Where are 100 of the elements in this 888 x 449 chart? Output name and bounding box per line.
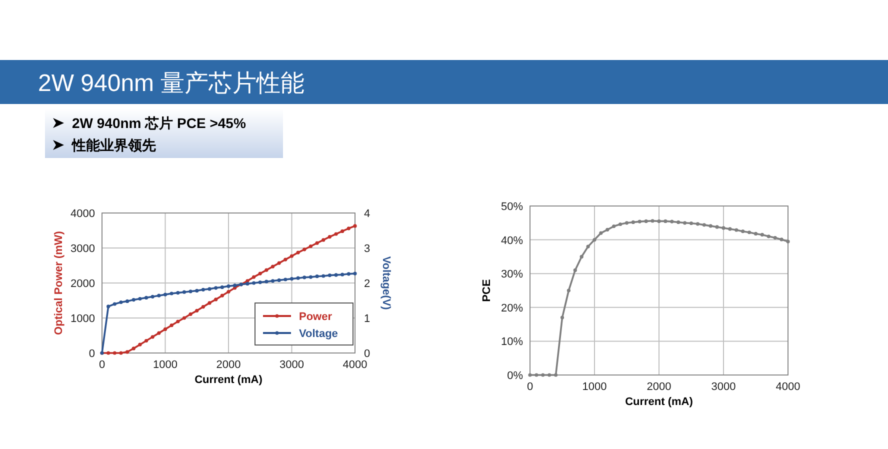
point [657, 219, 661, 224]
point [696, 222, 700, 226]
point [284, 258, 288, 262]
point [252, 281, 256, 285]
point [754, 232, 758, 236]
point [302, 248, 306, 252]
point [195, 288, 199, 292]
point [119, 351, 123, 355]
point [650, 219, 654, 223]
point [599, 231, 603, 235]
x-tick-label: 3000 [711, 381, 736, 393]
y-tick-label: 20% [500, 302, 524, 314]
point [728, 227, 732, 231]
legend-label: Voltage [299, 328, 338, 340]
point [760, 232, 764, 237]
point [163, 292, 168, 296]
point [780, 238, 784, 242]
point [618, 222, 622, 226]
point [132, 298, 136, 302]
point [566, 288, 570, 292]
point [170, 324, 174, 328]
x-axis-title: Current (mA) [194, 374, 263, 386]
y2-tick-label: 4 [364, 208, 370, 220]
point [773, 236, 777, 240]
point [119, 300, 123, 304]
point [573, 268, 577, 272]
point [277, 278, 281, 282]
point [606, 228, 610, 232]
point [722, 226, 726, 230]
y-tick-label: 3000 [70, 243, 95, 255]
point [252, 275, 256, 279]
point [689, 221, 694, 226]
x-tick-label: 2000 [216, 359, 241, 371]
point [208, 287, 212, 291]
point [296, 250, 300, 254]
y-axis-title: PCE [481, 279, 493, 302]
point [676, 220, 680, 224]
y-tick-label: 0% [507, 370, 524, 382]
point [112, 351, 116, 355]
point [308, 275, 313, 279]
point [182, 290, 186, 294]
text: 2W 940nm 量产芯片性能 [38, 70, 305, 97]
point [126, 299, 130, 303]
point [766, 234, 770, 238]
point [176, 291, 180, 295]
point [592, 238, 596, 242]
point [548, 373, 552, 377]
point [554, 373, 558, 377]
point [126, 350, 130, 354]
point [138, 342, 142, 346]
point [106, 304, 110, 308]
point [258, 272, 262, 276]
point [528, 373, 532, 377]
point [541, 373, 545, 377]
point [586, 244, 590, 248]
point [144, 296, 148, 300]
point [340, 272, 344, 276]
x-tick-label: 2000 [646, 381, 672, 393]
point [157, 331, 161, 335]
point [226, 284, 230, 288]
point [290, 277, 294, 281]
point [264, 268, 268, 272]
point [612, 224, 616, 228]
point [328, 274, 332, 278]
x-axis-title: Current (mA) [625, 396, 694, 408]
point [346, 272, 350, 276]
point [734, 228, 738, 232]
point [201, 288, 205, 292]
point [233, 284, 237, 288]
point [214, 298, 218, 302]
legend-label: Power [299, 311, 333, 323]
point [683, 221, 687, 225]
point [334, 232, 338, 236]
x-tick-label: 4000 [342, 359, 368, 371]
point [353, 224, 357, 228]
point [715, 225, 719, 229]
point [340, 229, 344, 233]
point [138, 296, 142, 301]
point [188, 312, 192, 316]
y2-tick-label: 0 [364, 348, 370, 360]
point [580, 254, 584, 258]
point [741, 230, 745, 234]
point [786, 240, 790, 244]
point [315, 274, 319, 278]
point [302, 276, 306, 280]
y2-axis-title: Voltage(V) [380, 256, 392, 310]
y-tick-label: 50% [500, 201, 524, 213]
y-tick-label: 0 [88, 348, 95, 360]
y-tick-label: 2000 [70, 278, 95, 290]
y2-tick-label: 3 [364, 243, 370, 255]
text: 2W 940nm 芯片 PCE >45% [72, 115, 246, 131]
point [346, 226, 350, 230]
point [214, 286, 218, 290]
point [106, 351, 110, 355]
text: 性能业界领先 [71, 137, 156, 153]
point [334, 273, 338, 277]
point [322, 238, 326, 242]
point [290, 254, 294, 258]
point [708, 224, 712, 228]
y-tick-label: 10% [500, 336, 524, 348]
